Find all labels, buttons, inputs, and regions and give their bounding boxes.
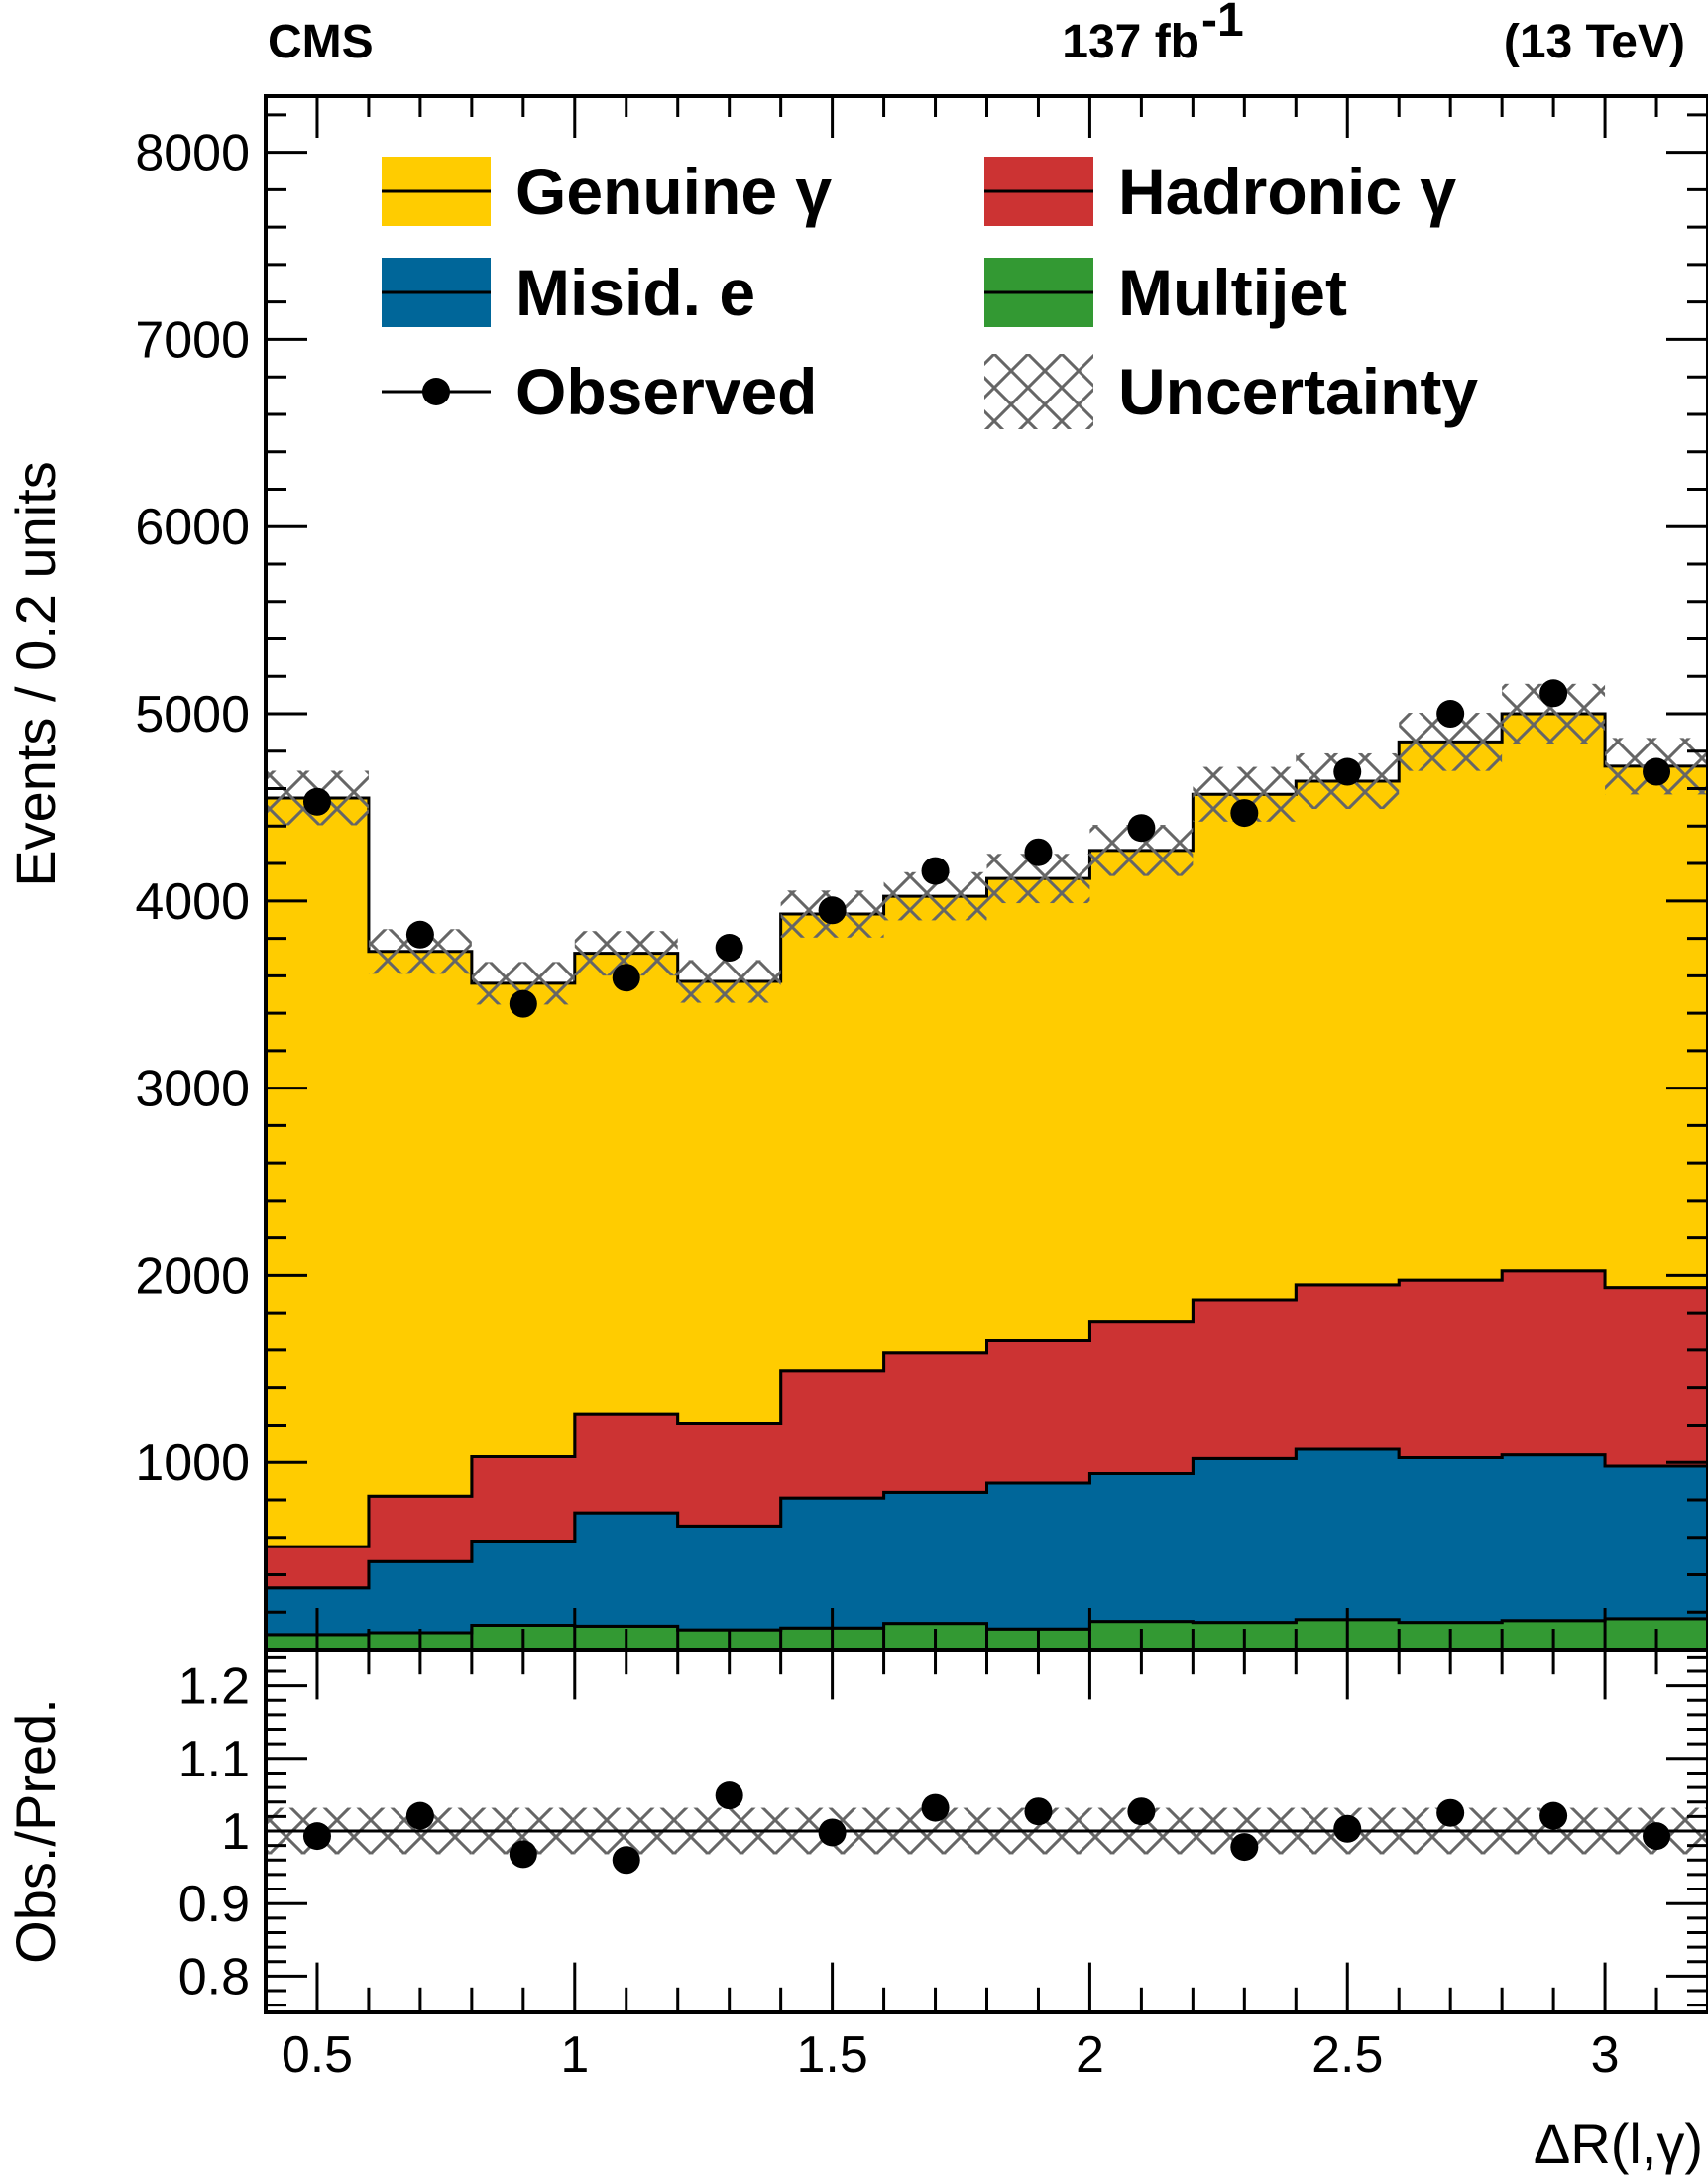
- legend-entry-uncertainty: Uncertainty: [984, 354, 1478, 429]
- ratio-point: [612, 1846, 640, 1875]
- ratio-y-tick-label: 0.9: [178, 1876, 250, 1933]
- experiment-label: CMS: [268, 16, 374, 68]
- main-panel: Genuine γ Hadronic γ Misid. e Multijet Obser…: [135, 94, 1708, 1652]
- legend-entry-observed: Observed: [382, 355, 817, 428]
- luminosity-exponent: -1: [1201, 0, 1244, 47]
- stack-genuine: [264, 712, 1708, 1548]
- luminosity-label: 137 fb: [1062, 16, 1199, 68]
- x-tick-label: 2.5: [1311, 2026, 1383, 2084]
- ratio-point: [1643, 1822, 1671, 1851]
- legend-entry-multijet: Multijet: [984, 256, 1347, 329]
- observed-points: [302, 679, 1671, 1018]
- observed-point: [1127, 814, 1156, 843]
- ratio-panel: 0.8 0.9 1 1.1 1.2: [178, 1648, 1708, 2014]
- y-tick-label: 1000: [135, 1434, 250, 1492]
- observed-point: [509, 989, 537, 1018]
- legend: Genuine γ Hadronic γ Misid. e Multijet Obser…: [382, 155, 1478, 429]
- stacked-histogram: [264, 712, 1708, 1652]
- ratio-y-tick-label: 1: [221, 1803, 250, 1861]
- luminosity-header: 137 fb -1 (13 TeV): [1062, 0, 1685, 68]
- ratio-point: [302, 1822, 331, 1851]
- ratio-y-tick-label: 1.2: [178, 1659, 250, 1716]
- observed-point: [818, 896, 847, 925]
- observed-point: [612, 964, 640, 992]
- ratio-point: [509, 1840, 537, 1869]
- x-tick-label: 1: [560, 2026, 589, 2084]
- observed-point: [1643, 757, 1671, 786]
- ratio-point: [1436, 1798, 1465, 1827]
- x-tick-label: 0.5: [282, 2026, 353, 2084]
- ratio-point: [1539, 1801, 1568, 1830]
- y-tick-label: 3000: [135, 1061, 250, 1118]
- x-tick-label: 2: [1076, 2026, 1104, 2084]
- y-tick-label: 4000: [135, 873, 250, 931]
- y-tick-label: 6000: [135, 499, 250, 556]
- observed-point: [1230, 799, 1259, 828]
- legend-label: Observed: [515, 355, 817, 428]
- ratio-point: [1333, 1814, 1362, 1843]
- energy-label: (13 TeV): [1504, 16, 1685, 68]
- observed-point: [1539, 679, 1568, 708]
- legend-label: Genuine γ: [515, 155, 832, 228]
- ratio-point: [1127, 1797, 1156, 1826]
- ratio-point: [715, 1781, 743, 1810]
- ratio-point: [818, 1818, 847, 1847]
- observed-point: [405, 920, 434, 949]
- observed-point: [1333, 757, 1362, 786]
- x-tick-labels: 0.5 1 1.5 2 2.5 3: [282, 2026, 1620, 2084]
- x-axis-title: ΔR(l,γ): [1534, 2113, 1703, 2175]
- ratio-points: [302, 1781, 1671, 1875]
- y-tick-label: 8000: [135, 125, 250, 182]
- ratio-y-tick-label: 1.1: [178, 1731, 250, 1788]
- legend-label: Hadronic γ: [1118, 155, 1456, 228]
- ratio-point: [1230, 1833, 1259, 1862]
- legend-entry-genuine: Genuine γ: [382, 155, 832, 228]
- observed-point: [1436, 700, 1465, 729]
- legend-marker: [422, 378, 450, 405]
- ratio-y-tick-label: 0.8: [178, 1948, 250, 2005]
- legend-entry-misid-e: Misid. e: [382, 256, 755, 329]
- observed-point: [715, 934, 743, 963]
- y-tick-label: 5000: [135, 686, 250, 744]
- y-axis-title: Events / 0.2 units: [4, 461, 66, 887]
- ratio-y-axis-title: Obs./Pred.: [4, 1698, 66, 1964]
- ratio-axis-ticks: 0.8 0.9 1 1.1 1.2: [178, 1650, 1708, 2012]
- ratio-point: [921, 1793, 950, 1822]
- legend-label: Uncertainty: [1118, 355, 1478, 428]
- y-tick-label: 7000: [135, 311, 250, 369]
- legend-entry-hadronic: Hadronic γ: [984, 155, 1456, 228]
- observed-point: [302, 787, 331, 816]
- main-axis-ticks: 1000 2000 3000 4000 5000 6000 7000 8000: [135, 96, 1708, 1650]
- legend-hatch: [984, 354, 1093, 429]
- observed-point: [921, 857, 950, 885]
- y-tick-label: 2000: [135, 1247, 250, 1305]
- legend-label: Multijet: [1118, 256, 1347, 329]
- legend-label: Misid. e: [515, 256, 755, 329]
- ratio-point: [1024, 1797, 1053, 1826]
- observed-point: [1024, 838, 1053, 866]
- ratio-point: [405, 1801, 434, 1830]
- x-tick-label: 1.5: [796, 2026, 867, 2084]
- uncertainty-bin: [677, 960, 781, 1003]
- x-tick-label: 3: [1591, 2026, 1620, 2084]
